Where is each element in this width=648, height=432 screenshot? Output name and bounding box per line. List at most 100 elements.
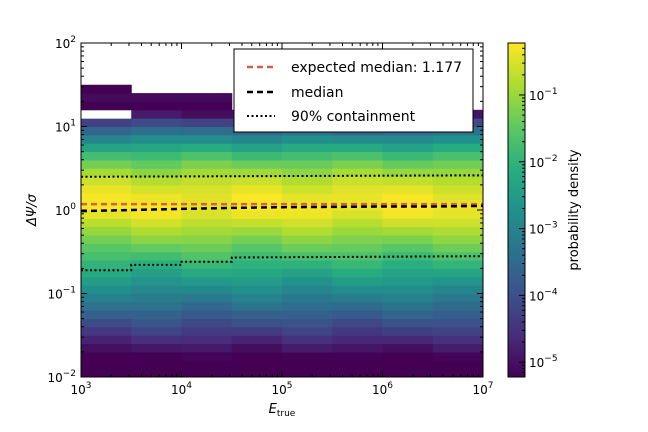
heatmap-cell bbox=[382, 310, 434, 320]
heatmap-cell bbox=[181, 184, 233, 194]
heatmap-cell bbox=[332, 201, 383, 211]
heatmap-cell bbox=[332, 293, 383, 303]
heatmap-cell bbox=[332, 218, 383, 228]
heatmap-cell bbox=[131, 109, 182, 119]
heatmap-cell bbox=[81, 310, 132, 320]
heatmap-cell bbox=[81, 368, 132, 377]
heatmap-cell bbox=[131, 343, 182, 353]
heatmap-cell bbox=[382, 301, 434, 311]
heatmap-cell bbox=[432, 301, 483, 311]
heatmap-cell bbox=[432, 260, 483, 269]
heatmap-cell bbox=[131, 159, 182, 169]
heatmap-cell bbox=[181, 310, 233, 320]
heatmap-cell bbox=[131, 143, 182, 153]
heatmap-cell bbox=[432, 360, 483, 370]
heatmap-cell bbox=[332, 168, 383, 178]
heatmap-cell bbox=[382, 318, 434, 328]
heatmap-cell bbox=[382, 293, 434, 303]
heatmap-cell bbox=[432, 351, 483, 361]
containment-lower-line bbox=[81, 255, 483, 272]
heatmap-cell bbox=[382, 235, 434, 244]
heatmap-cell bbox=[382, 218, 434, 228]
heatmap-cell bbox=[282, 285, 333, 294]
heatmap-cell bbox=[181, 235, 233, 244]
heatmap-cell bbox=[181, 93, 233, 102]
heatmap-cell bbox=[181, 201, 233, 211]
y-tick-label: 101 bbox=[55, 119, 76, 135]
heatmap-cell bbox=[81, 184, 132, 194]
heatmap-cell bbox=[81, 118, 132, 127]
heatmap-cell bbox=[282, 143, 333, 153]
heatmap-cell bbox=[181, 134, 233, 144]
median-line bbox=[81, 204, 483, 213]
y-axis-label: ΔΨ/σ bbox=[25, 193, 40, 227]
heatmap-cell bbox=[432, 210, 483, 219]
heatmap-cell bbox=[382, 343, 434, 353]
heatmap-cell bbox=[231, 176, 283, 186]
heatmap-cell bbox=[131, 218, 182, 228]
heatmap-cell bbox=[131, 193, 182, 203]
heatmap-cell bbox=[382, 193, 434, 203]
heatmap-cell bbox=[81, 218, 132, 228]
heatmap-cell bbox=[282, 351, 333, 361]
heatmap-cell bbox=[432, 159, 483, 169]
heatmap-cell bbox=[231, 360, 283, 370]
heatmap-cell bbox=[181, 101, 233, 111]
heatmap-cell bbox=[231, 251, 283, 261]
heatmap-cell bbox=[81, 343, 132, 353]
heatmap-cell bbox=[81, 176, 132, 186]
heatmap-cell bbox=[81, 193, 132, 203]
heatmap-cell bbox=[382, 368, 434, 377]
heatmap-cell bbox=[81, 318, 132, 328]
heatmap-cell bbox=[181, 368, 233, 377]
heatmap-cell bbox=[332, 151, 383, 161]
heatmap-cell bbox=[181, 326, 233, 336]
heatmap-cell bbox=[81, 268, 132, 278]
heatmap-cell bbox=[81, 293, 132, 303]
heatmap-cell bbox=[81, 159, 132, 169]
heatmap-cell bbox=[282, 243, 333, 253]
colorbar: 10−5 10−4 10−3 10−2 10−1 probability density bbox=[507, 42, 582, 378]
heatmap-cell bbox=[181, 126, 233, 136]
heatmap-cell bbox=[382, 168, 434, 178]
colorbar-tick-label: 10−3 bbox=[529, 221, 558, 237]
heatmap-cell bbox=[432, 368, 483, 377]
heatmap-cell bbox=[131, 251, 182, 261]
y-tick-label: 100 bbox=[55, 202, 76, 218]
heatmap-cell bbox=[131, 243, 182, 253]
x-tick-label: 104 bbox=[171, 381, 192, 397]
heatmap-cell bbox=[332, 360, 383, 370]
heatmap-cell bbox=[432, 184, 483, 194]
heatmap-cell bbox=[181, 218, 233, 228]
heatmap-cell bbox=[432, 335, 483, 345]
heatmap-cell bbox=[332, 176, 383, 186]
heatmap-cell bbox=[282, 276, 333, 286]
heatmap-cell bbox=[382, 159, 434, 169]
heatmap-cell bbox=[181, 109, 233, 119]
heatmap-cell bbox=[231, 159, 283, 169]
heatmap-cell bbox=[432, 310, 483, 320]
heatmap-cell bbox=[282, 176, 333, 186]
heatmap-cell bbox=[231, 343, 283, 353]
heatmap-cell bbox=[231, 201, 283, 211]
heatmap-cell bbox=[131, 335, 182, 345]
heatmap-cell bbox=[81, 326, 132, 336]
heatmap-cell bbox=[432, 326, 483, 336]
heatmap-cell bbox=[131, 326, 182, 336]
heatmap-cell bbox=[282, 151, 333, 161]
x-axis-label: Etrue bbox=[269, 402, 296, 419]
heatmap-cell bbox=[282, 193, 333, 203]
heatmap-cell bbox=[181, 351, 233, 361]
colorbar-label: probability density bbox=[567, 149, 582, 270]
heatmap-cell bbox=[282, 326, 333, 336]
heatmap-cell bbox=[332, 268, 383, 278]
heatmap-cell bbox=[81, 301, 132, 311]
heatmap-cell bbox=[181, 151, 233, 161]
heatmap-cell bbox=[382, 143, 434, 153]
heatmap-cell bbox=[131, 184, 182, 194]
heatmap-cell bbox=[382, 276, 434, 286]
heatmap-cell bbox=[131, 134, 182, 144]
heatmap-cell bbox=[231, 260, 283, 269]
legend-containment-label: 90% containment bbox=[291, 109, 416, 125]
heatmap-cell bbox=[382, 134, 434, 144]
